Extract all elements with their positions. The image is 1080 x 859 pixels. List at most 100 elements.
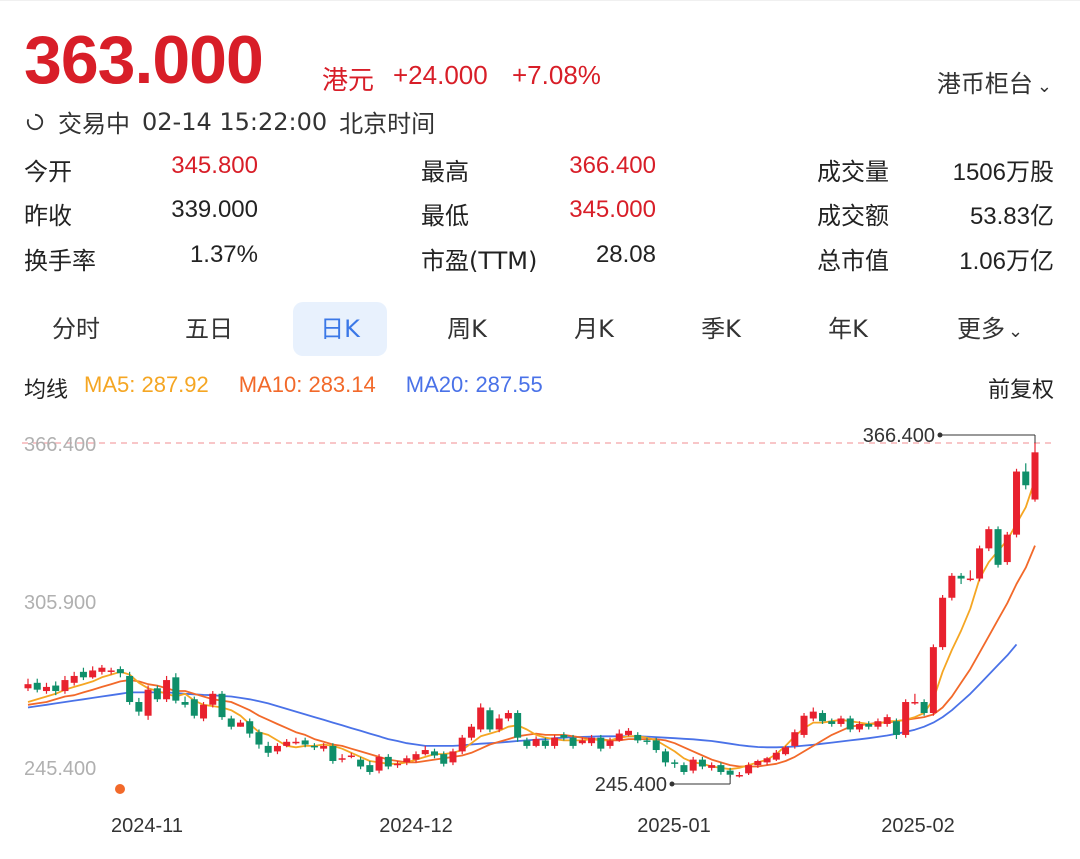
candle-body: [135, 702, 143, 712]
candle-body: [79, 671, 87, 678]
candle-body: [394, 763, 402, 766]
candle-body: [929, 647, 937, 713]
tab-daily-k[interactable]: 日K: [293, 302, 387, 356]
candle-body: [615, 733, 623, 741]
candle-body: [1003, 534, 1011, 563]
tab-intraday[interactable]: 分时: [52, 315, 100, 343]
candle-body: [948, 575, 956, 598]
candle-body: [634, 734, 642, 741]
candle-body: [717, 765, 725, 772]
tab-quarterly-k[interactable]: 季K: [701, 315, 741, 343]
ma5-line: [27, 479, 1036, 771]
pe-value: 28.08: [595, 241, 656, 268]
counter-label: 港币柜台: [936, 70, 1033, 98]
tab-monthly-k[interactable]: 月K: [574, 315, 614, 343]
trading-status: 交易中 02-14 15:22:00 北京时间: [26, 104, 435, 139]
candle-body: [541, 740, 549, 746]
max-annotation-dot: [937, 432, 943, 438]
y-tick-label: 245.400: [24, 758, 96, 780]
status-datetime: 02-14 15:22:00: [142, 107, 328, 136]
candle-body: [1013, 471, 1021, 535]
candle-body: [994, 529, 1002, 565]
candle-body: [772, 752, 780, 760]
candle-body: [89, 670, 97, 678]
candle-body: [763, 758, 771, 763]
candle-body: [920, 702, 928, 713]
candle-body: [61, 680, 69, 692]
x-tick-label: 2024-11: [111, 815, 183, 837]
candle-body: [735, 775, 743, 777]
candle-body: [236, 722, 244, 727]
candle-body: [957, 575, 965, 579]
price-change-percent: +7.08%: [512, 60, 601, 90]
turnover-value: 53.83亿: [969, 203, 1054, 230]
tab-weekly-k[interactable]: 周K: [447, 315, 487, 343]
candle-body: [698, 759, 706, 767]
candle-body: [144, 689, 152, 716]
candle-body: [560, 734, 568, 738]
volume-label: 成交量: [817, 158, 889, 186]
candle-body: [708, 765, 716, 768]
candle-body: [347, 755, 355, 758]
tab-more[interactable]: 更多 ⌄: [944, 302, 1036, 356]
candle-body: [726, 770, 734, 775]
last-price: 363.000: [24, 22, 264, 98]
candle-body: [846, 718, 854, 730]
x-tick-label: 2025-02: [881, 815, 954, 837]
candle-body: [181, 702, 189, 705]
candle-body: [551, 737, 559, 746]
candle-body: [671, 762, 679, 764]
candle-body: [782, 747, 790, 755]
market-cap-value: 1.06万亿: [959, 248, 1054, 275]
candle-body: [966, 578, 974, 581]
ma-legend-label: 均线: [24, 378, 69, 403]
candle-body: [865, 723, 873, 727]
candle-body: [809, 711, 817, 719]
candle-body: [292, 741, 300, 744]
candle-body: [218, 693, 226, 718]
candle-body: [200, 704, 208, 719]
candle-body: [523, 740, 531, 746]
candle-body: [70, 675, 78, 683]
candle-body: [153, 688, 161, 700]
candle-body: [24, 684, 32, 689]
min-annotation-dot: [669, 781, 675, 787]
ma10-legend: MA10: 283.14: [238, 372, 376, 397]
candle-body: [819, 712, 827, 722]
candle-body: [283, 741, 291, 746]
candle-body: [421, 750, 429, 755]
candle-body: [754, 761, 762, 766]
candle-body: [227, 718, 235, 727]
candle-body: [98, 667, 106, 672]
candle-body: [911, 702, 919, 704]
ma5-legend: MA5: 287.92: [84, 372, 209, 397]
candle-body: [126, 675, 134, 703]
candlestick-chart[interactable]: 366.400 305.900 245.400 366.400 245.400 2024-…: [0, 420, 1080, 850]
candle-body: [209, 693, 217, 705]
counter-selector[interactable]: 港币柜台 ⌄: [937, 64, 1052, 99]
candle-body: [892, 721, 900, 735]
candle-body: [357, 759, 365, 767]
candle-body: [264, 745, 272, 753]
candle-body: [255, 732, 263, 745]
candle-body: [486, 710, 494, 730]
candle-body: [874, 721, 882, 727]
candle-body: [800, 715, 808, 735]
price-adjust-toggle[interactable]: 前复权: [987, 378, 1054, 403]
candle-body: [883, 717, 891, 724]
candle-body: [412, 754, 420, 760]
tab-five-day[interactable]: 五日: [185, 315, 233, 343]
candle-body: [320, 745, 328, 749]
event-marker: [115, 784, 125, 794]
candle-body: [1031, 452, 1039, 500]
x-tick-label: 2025-01: [637, 815, 710, 837]
min-annotation-label: 245.400: [595, 774, 667, 796]
candle-body: [569, 737, 577, 746]
candle-body: [597, 737, 605, 749]
tab-yearly-k[interactable]: 年K: [828, 315, 868, 343]
low-value: 345.000: [569, 196, 656, 223]
candle-body: [625, 730, 633, 735]
high-value: 366.400: [569, 152, 656, 179]
chevron-down-icon: ⌄: [1036, 76, 1052, 97]
candle-body: [116, 669, 124, 674]
